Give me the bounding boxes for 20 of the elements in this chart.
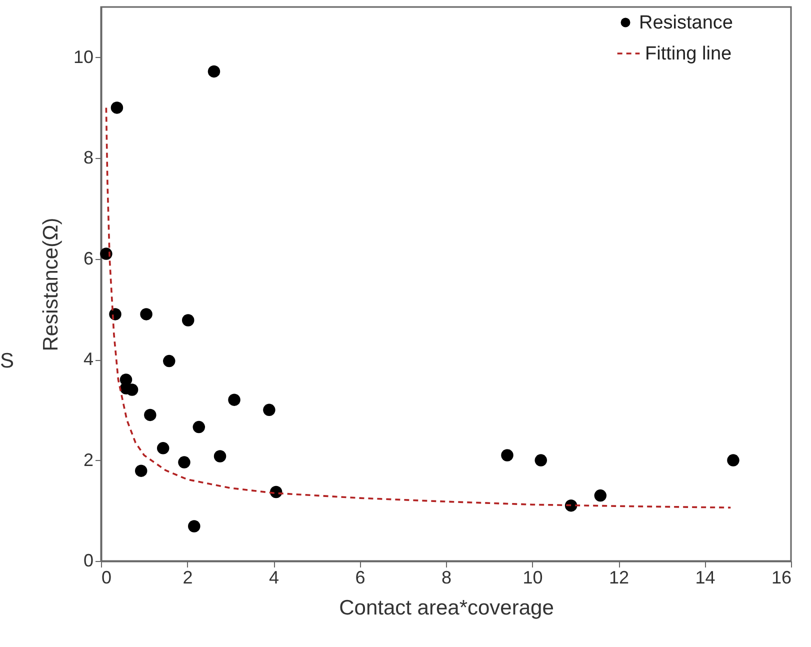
x-tick-label: 14 <box>695 568 716 588</box>
x-tick-label: 10 <box>522 568 543 588</box>
legend-label: Resistance <box>639 12 733 34</box>
x-tick-label: 8 <box>441 568 452 588</box>
x-axis-title: Contact area*coverage <box>339 596 554 620</box>
y-tick-label: 2 <box>83 450 94 470</box>
y-tick-label: 10 <box>73 46 94 67</box>
legend-label: Fitting line <box>645 44 732 64</box>
y-tick-label: 4 <box>83 349 94 370</box>
x-tick-label: 16 <box>771 568 792 588</box>
x-tick-label: 12 <box>608 568 630 588</box>
x-tick-label: 4 <box>268 568 280 588</box>
y-axis-title: Resistance(Ω) <box>39 218 62 352</box>
x-tick-label: 0 <box>102 568 112 588</box>
y-tick-label: 8 <box>83 148 94 168</box>
y-tick-label: 0 <box>83 550 94 570</box>
x-tick-label: 2 <box>182 568 193 588</box>
x-tick-label: 6 <box>355 568 366 588</box>
text: S <box>0 350 14 373</box>
y-tick-label: 6 <box>83 248 94 268</box>
